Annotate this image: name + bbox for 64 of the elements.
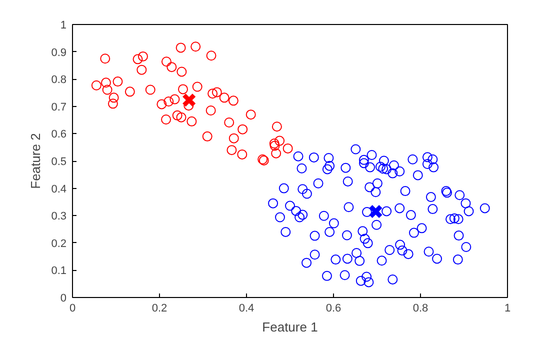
point	[186, 116, 197, 126]
point	[176, 42, 186, 53]
point	[102, 84, 112, 95]
point	[228, 133, 239, 144]
point	[156, 99, 167, 110]
x-tick-label: 0.4	[238, 302, 254, 314]
point	[136, 64, 147, 75]
y-tick-label: 0.4	[51, 183, 67, 196]
point	[100, 78, 111, 88]
x-tick-label: 0.2	[152, 302, 168, 314]
point	[108, 92, 119, 103]
point	[274, 136, 285, 146]
point	[206, 106, 216, 116]
point	[161, 56, 172, 67]
point	[91, 80, 102, 90]
y-tick-label: 1	[60, 20, 67, 32]
point	[145, 84, 156, 95]
point	[132, 54, 143, 64]
point	[172, 110, 182, 120]
y-tick-label: 0.9	[51, 46, 67, 59]
point	[271, 148, 282, 158]
point	[176, 66, 187, 77]
y-tick-label: 0.3	[51, 210, 67, 223]
y-tick-label: 0	[60, 292, 67, 304]
point	[237, 149, 248, 160]
point	[238, 124, 248, 134]
point	[206, 50, 216, 61]
point	[161, 114, 172, 124]
y-axis-title: Feature 2	[28, 133, 44, 189]
x-axis-title: Feature 1	[262, 320, 318, 334]
point	[226, 145, 237, 156]
y-tick-label: 0.6	[51, 128, 67, 141]
point	[138, 51, 148, 62]
y-tick-label: 0.2	[51, 238, 67, 250]
x-tick-label: 0	[69, 302, 76, 314]
x-tick-label: 0.8	[412, 302, 428, 314]
point	[100, 54, 110, 64]
point	[182, 92, 196, 108]
point	[224, 118, 234, 128]
point	[164, 96, 174, 106]
point	[202, 131, 212, 142]
point	[176, 112, 186, 122]
y-tick-label: 0.7	[51, 101, 67, 114]
point	[166, 62, 177, 72]
point	[219, 92, 230, 103]
point	[272, 122, 282, 132]
y-tick-label: 0.1	[51, 265, 67, 278]
point	[246, 110, 256, 120]
x-tick-label: 1	[504, 302, 511, 314]
point	[212, 87, 222, 98]
point	[178, 84, 188, 94]
point	[170, 94, 180, 104]
point	[368, 204, 383, 219]
point	[208, 88, 218, 99]
x-tick-label: 0.6	[326, 302, 342, 314]
point	[282, 143, 293, 154]
point	[228, 96, 238, 106]
y-tick-label: 0.5	[51, 156, 67, 168]
point	[108, 98, 118, 109]
point	[112, 76, 123, 87]
point	[190, 42, 201, 52]
point	[124, 86, 135, 97]
point	[192, 82, 202, 92]
y-tick-label: 0.8	[51, 74, 67, 86]
